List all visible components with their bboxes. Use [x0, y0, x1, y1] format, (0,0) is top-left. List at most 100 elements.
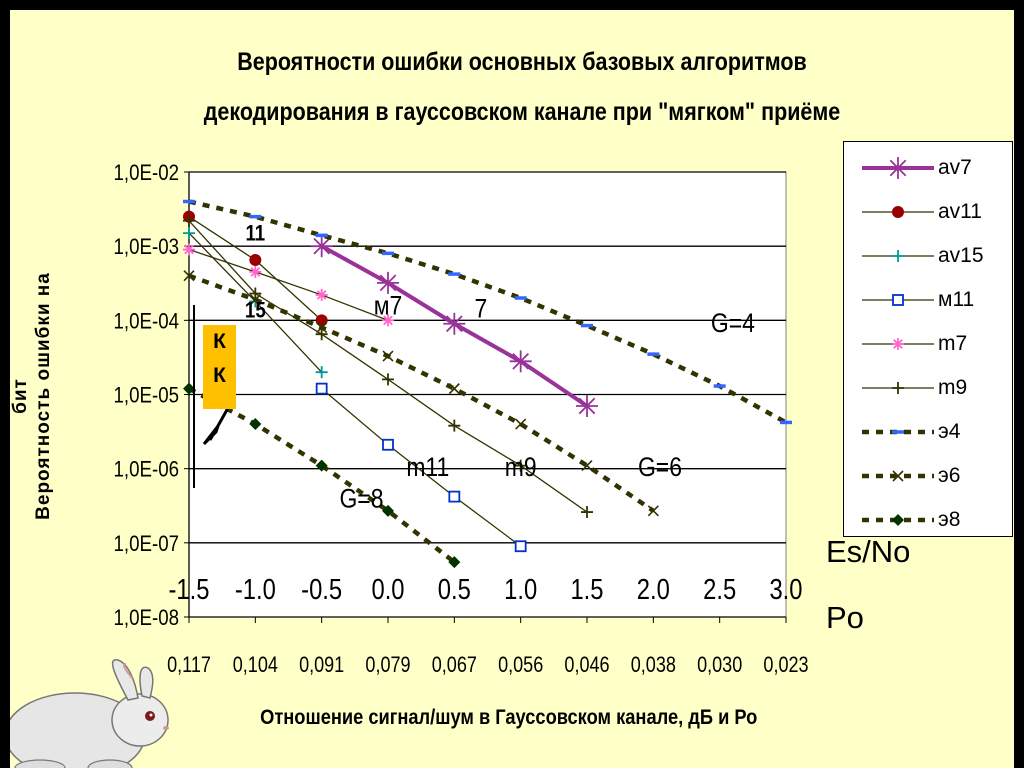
annotation-label: 15	[245, 299, 266, 323]
annotation-label: 7	[474, 294, 487, 324]
legend-swatch	[862, 382, 934, 394]
legend-label: av15	[938, 244, 984, 267]
series-line-m7	[188, 248, 389, 321]
data-point-m9	[249, 287, 262, 300]
legend-label: m9	[938, 376, 968, 399]
data-point-э6	[183, 270, 195, 282]
data-point-m9	[183, 214, 195, 227]
x-tick-label-esno: 1.5	[570, 573, 603, 606]
legend-item: э6	[844, 455, 1014, 495]
legend-label: av11	[938, 200, 982, 223]
chart-legend: av7 av11 av15 м11 m7 m9 э4 э6 э8	[843, 141, 1013, 537]
series-э4	[183, 199, 792, 425]
legend-swatch	[862, 429, 934, 435]
x-tick-label-esno: 0.0	[371, 573, 404, 606]
series-э8	[183, 382, 461, 569]
data-point-м11	[448, 490, 461, 503]
data-point-m9	[315, 328, 328, 341]
data-point-э8	[183, 382, 195, 395]
legend-item: м11	[844, 279, 1014, 319]
data-point-э8	[249, 418, 262, 431]
data-point-э6	[647, 505, 659, 517]
legend-marker	[887, 157, 909, 179]
legend-swatch	[862, 514, 934, 526]
series-m7	[183, 243, 394, 327]
x-tick-label-esno: 0.5	[438, 573, 471, 606]
y-tick-label: 1,0E-03	[114, 236, 179, 260]
series-av11	[183, 210, 328, 327]
legend-label: av7	[938, 156, 972, 179]
data-point-m9	[581, 506, 593, 519]
data-point-э6	[515, 418, 527, 430]
legend-item: э8	[844, 499, 1014, 539]
data-point-av7	[509, 350, 532, 373]
x-tick-label-esno: -1.0	[235, 573, 276, 606]
data-point-э8	[382, 504, 394, 517]
legend-marker	[892, 382, 904, 394]
x-tick-label-esno: -0.5	[301, 573, 342, 606]
data-point-av15	[183, 227, 195, 240]
data-point-av7	[377, 271, 399, 294]
series-line-э4	[188, 199, 788, 425]
data-point-av11	[315, 314, 328, 327]
kk-arrow	[202, 407, 230, 446]
data-point-av11	[249, 254, 262, 267]
series-av7	[310, 235, 598, 417]
chart-title-line-2: декодирования в гауссовском канале при "…	[203, 98, 841, 126]
series-line-м11	[321, 388, 522, 547]
data-point-av15	[315, 366, 328, 379]
y-axis-label-line-1: Вероятность ошибки на	[33, 272, 54, 520]
legend-swatch	[862, 338, 934, 350]
x-tick-label-po: 0,038	[631, 653, 676, 677]
legend-label: э6	[938, 464, 961, 487]
kk-line-2: К	[213, 364, 226, 387]
legend-marker	[892, 250, 904, 262]
y-tick-label: 1,0E-02	[114, 162, 179, 186]
x-tick-label-po: 0,023	[763, 653, 808, 677]
legend-label: м11	[938, 288, 975, 311]
kk-box: К К	[203, 325, 236, 409]
x-tick-label-po: 0,079	[365, 653, 410, 677]
x-axis-label: Отношение сигнал/шум в Гауссовском канал…	[260, 706, 758, 729]
data-point-m9	[382, 373, 394, 386]
data-point-э6	[581, 460, 593, 472]
data-point-э6	[382, 350, 394, 362]
chart-title-line-1: Вероятности ошибки основных базовых алго…	[237, 48, 807, 76]
po-label: Po	[826, 600, 864, 635]
legend-marker	[892, 514, 904, 526]
annotation-label: m11	[406, 452, 449, 482]
data-point-av7	[310, 235, 333, 258]
y-tick-label: 1,0E-05	[114, 384, 179, 408]
legend-swatch	[862, 470, 934, 482]
y-tick-label: 1,0E-06	[114, 458, 179, 482]
legend-swatch	[862, 206, 934, 218]
chart-canvas: 1,0E-02 1,0E-03 1,0E-04 1,0E-05 1,0E-06 1,0E-…	[114, 162, 809, 678]
data-point-m7	[249, 265, 262, 278]
x-tick-label-esno: 1.0	[504, 573, 537, 606]
es-no-label: Es/No	[826, 534, 911, 569]
legend-swatch	[862, 157, 934, 179]
x-tick-label-esno: -1.5	[169, 573, 210, 606]
legend-item: av11	[844, 191, 1014, 231]
series-э6	[183, 270, 659, 517]
data-point-э8	[448, 556, 461, 569]
y-tick-label: 1,0E-08	[114, 607, 179, 631]
legend-swatch	[862, 294, 934, 306]
data-point-э6	[448, 383, 460, 395]
data-point-m7	[315, 288, 328, 301]
x-tick-label-po: 0,056	[498, 653, 543, 677]
series-m9	[183, 214, 593, 519]
legend-label: m7	[938, 332, 968, 355]
data-point-av7	[576, 394, 598, 417]
legend-item: э4	[844, 411, 1014, 451]
rabbit-illustration	[10, 659, 169, 768]
data-point-м11	[315, 382, 328, 395]
annotation-label: 11	[245, 222, 265, 246]
x-tick-label-po: 0,117	[167, 653, 211, 677]
legend-marker	[892, 294, 904, 306]
data-point-э6	[249, 294, 261, 306]
annotation-label: G=6	[638, 452, 682, 482]
annotation-label: м7	[374, 291, 403, 321]
x-tick-label-po: 0,104	[233, 653, 278, 677]
x-tick-label-po: 0,067	[432, 653, 477, 677]
